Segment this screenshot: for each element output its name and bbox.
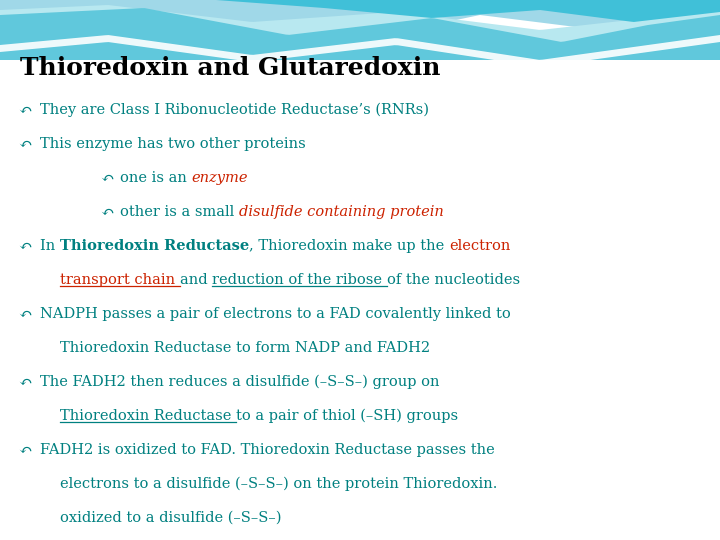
Text: one is an: one is an bbox=[120, 171, 192, 185]
Text: electron: electron bbox=[449, 239, 510, 253]
Polygon shape bbox=[0, 35, 720, 67]
Text: disulfide containing protein: disulfide containing protein bbox=[239, 205, 444, 219]
Text: other is a small: other is a small bbox=[120, 205, 239, 219]
Polygon shape bbox=[0, 60, 720, 540]
Polygon shape bbox=[0, 5, 720, 90]
Text: In: In bbox=[40, 239, 60, 253]
Polygon shape bbox=[216, 0, 720, 22]
Text: electrons to a disulfide (–S–S–) on the protein Thioredoxin.: electrons to a disulfide (–S–S–) on the … bbox=[60, 477, 498, 491]
Text: , Thioredoxin make up the: , Thioredoxin make up the bbox=[249, 239, 449, 253]
Text: ↶: ↶ bbox=[18, 374, 32, 390]
Text: ↶: ↶ bbox=[18, 306, 32, 322]
Text: enzyme: enzyme bbox=[192, 171, 248, 185]
Text: Thioredoxin Reductase to form NADP and FADH2: Thioredoxin Reductase to form NADP and F… bbox=[60, 341, 430, 355]
Text: Thioredoxin Reductase: Thioredoxin Reductase bbox=[60, 409, 236, 423]
Text: This enzyme has two other proteins: This enzyme has two other proteins bbox=[40, 137, 306, 151]
Text: oxidized to a disulfide (–S–S–): oxidized to a disulfide (–S–S–) bbox=[60, 511, 282, 525]
Text: and: and bbox=[180, 273, 212, 287]
Text: Thioredoxin and Glutaredoxin: Thioredoxin and Glutaredoxin bbox=[20, 56, 441, 80]
Polygon shape bbox=[0, 0, 720, 40]
Text: of the nucleotides: of the nucleotides bbox=[387, 273, 520, 287]
Text: to a pair of thiol (–SH) groups: to a pair of thiol (–SH) groups bbox=[236, 409, 458, 423]
Text: ↶: ↶ bbox=[18, 442, 32, 458]
Text: ↶: ↶ bbox=[100, 204, 113, 220]
Text: ↶: ↶ bbox=[100, 170, 113, 186]
Text: reduction of the ribose: reduction of the ribose bbox=[212, 273, 387, 287]
Text: transport chain: transport chain bbox=[60, 273, 180, 287]
Text: NADPH passes a pair of electrons to a FAD covalently linked to: NADPH passes a pair of electrons to a FA… bbox=[40, 307, 510, 321]
Text: They are Class I Ribonucleotide Reductase’s (RNRs): They are Class I Ribonucleotide Reductas… bbox=[40, 103, 429, 117]
Text: FADH2 is oxidized to FAD. Thioredoxin Reductase passes the: FADH2 is oxidized to FAD. Thioredoxin Re… bbox=[40, 443, 495, 457]
Text: ↶: ↶ bbox=[18, 238, 32, 254]
Text: Thioredoxin Reductase: Thioredoxin Reductase bbox=[60, 239, 249, 253]
Text: ↶: ↶ bbox=[18, 102, 32, 118]
Text: ↶: ↶ bbox=[18, 136, 32, 152]
Polygon shape bbox=[0, 8, 720, 90]
Text: The FADH2 then reduces a disulfide (–S–S–) group on: The FADH2 then reduces a disulfide (–S–S… bbox=[40, 375, 439, 389]
